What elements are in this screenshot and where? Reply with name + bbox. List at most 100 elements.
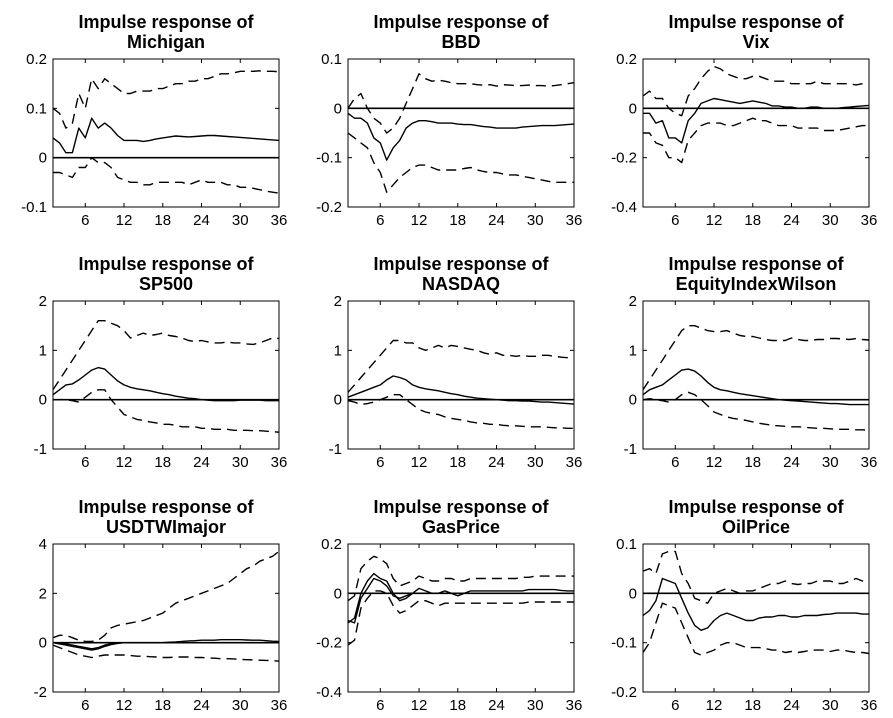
confidence-band-upper — [347, 339, 575, 393]
x-tick-label: 36 — [271, 212, 288, 229]
confidence-band-lower — [347, 132, 574, 193]
chart-subtitle: SP500 — [139, 274, 193, 294]
x-tick-label: 30 — [527, 212, 544, 229]
x-tick-label: 24 — [488, 697, 505, 714]
x-tick-label: 6 — [671, 697, 679, 714]
confidence-band-lower — [643, 117, 869, 164]
x-tick-label: 12 — [116, 454, 133, 471]
x-tick-label: 12 — [116, 697, 133, 714]
plot-frame — [642, 543, 870, 693]
y-tick-label: -1 — [624, 441, 637, 458]
x-tick-label: 36 — [566, 454, 583, 471]
y-tick-label: 4 — [39, 536, 47, 553]
chart-title: Impulse response of — [78, 497, 254, 517]
response-line — [347, 572, 574, 624]
x-tick-label: 18 — [449, 212, 466, 229]
plot-frame — [52, 58, 280, 208]
plot-frame — [642, 58, 870, 208]
chart-title: Impulse response of — [668, 12, 844, 32]
chart-title: Impulse response of — [373, 497, 549, 517]
x-tick-label: 12 — [411, 212, 428, 229]
chart-title: Impulse response of — [373, 254, 549, 274]
y-tick-label: -0.2 — [316, 199, 342, 216]
x-tick-label: 24 — [783, 454, 800, 471]
plot-frame — [642, 300, 870, 450]
y-tick-label: -0.2 — [611, 684, 637, 701]
y-tick-label: -0.1 — [316, 150, 342, 167]
y-tick-label: 0.2 — [26, 51, 47, 68]
chart-title: Impulse response of — [78, 254, 254, 274]
y-tick-label: 2 — [629, 293, 637, 310]
chart-title: Impulse response of — [668, 497, 844, 517]
x-tick-label: 18 — [744, 454, 761, 471]
x-tick-label: 6 — [376, 697, 384, 714]
x-tick-label: 18 — [154, 454, 171, 471]
confidence-band-lower — [347, 590, 574, 646]
y-tick-label: 0 — [629, 100, 637, 117]
confidence-band-upper — [347, 555, 574, 602]
y-tick-label: 0 — [629, 585, 637, 602]
plot-frame — [52, 543, 280, 693]
x-tick-label: 30 — [232, 454, 249, 471]
y-tick-label: 1 — [334, 342, 342, 359]
chart-subtitle: OilPrice — [722, 517, 790, 537]
response-line — [347, 577, 574, 624]
x-tick-label: 18 — [744, 697, 761, 714]
y-tick-label: -0.4 — [611, 199, 637, 216]
response-line — [642, 577, 869, 631]
response-line — [52, 642, 279, 651]
y-tick-label: 0 — [629, 392, 637, 409]
x-tick-label: 24 — [193, 454, 210, 471]
x-tick-label: 30 — [527, 454, 544, 471]
y-tick-label: 2 — [334, 293, 342, 310]
confidence-band-upper — [52, 70, 280, 129]
x-tick-label: 30 — [232, 697, 249, 714]
x-tick-label: 6 — [376, 212, 384, 229]
chart-title: Impulse response of — [78, 12, 254, 32]
x-tick-label: 12 — [706, 212, 723, 229]
y-tick-label: 0.1 — [321, 51, 342, 68]
y-tick-label: -2 — [34, 684, 47, 701]
x-tick-label: 36 — [566, 697, 583, 714]
response-line — [52, 366, 279, 402]
y-tick-label: 0.2 — [321, 536, 342, 553]
plot-frame — [347, 58, 575, 208]
chart-subtitle: USDTWImajor — [106, 517, 226, 537]
y-tick-label: 0 — [39, 392, 47, 409]
x-tick-label: 24 — [488, 454, 505, 471]
y-tick-label: -0.2 — [611, 150, 637, 167]
x-tick-label: 30 — [527, 697, 544, 714]
plot-frame — [347, 300, 575, 450]
chart-subtitle: EquityIndexWilson — [676, 274, 837, 294]
y-tick-label: 0.1 — [26, 100, 47, 117]
x-tick-label: 12 — [706, 454, 723, 471]
y-tick-label: 1 — [39, 342, 47, 359]
x-tick-label: 36 — [861, 697, 878, 714]
y-tick-label: -1 — [329, 441, 342, 458]
y-tick-label: 2 — [39, 293, 47, 310]
x-tick-label: 18 — [154, 212, 171, 229]
x-tick-label: 24 — [783, 697, 800, 714]
response-line — [642, 368, 869, 406]
x-tick-label: 18 — [449, 697, 466, 714]
y-tick-label: -0.2 — [316, 635, 342, 652]
x-tick-label: 24 — [193, 697, 210, 714]
x-tick-label: 36 — [271, 697, 288, 714]
x-tick-label: 30 — [822, 697, 839, 714]
x-tick-label: 30 — [822, 212, 839, 229]
response-line — [643, 97, 870, 144]
confidence-band-upper — [347, 73, 575, 134]
x-tick-label: 12 — [706, 697, 723, 714]
x-tick-label: 6 — [671, 212, 679, 229]
x-tick-label: 24 — [193, 212, 210, 229]
x-tick-label: 6 — [81, 212, 89, 229]
chart-subtitle: NASDAQ — [422, 274, 500, 294]
